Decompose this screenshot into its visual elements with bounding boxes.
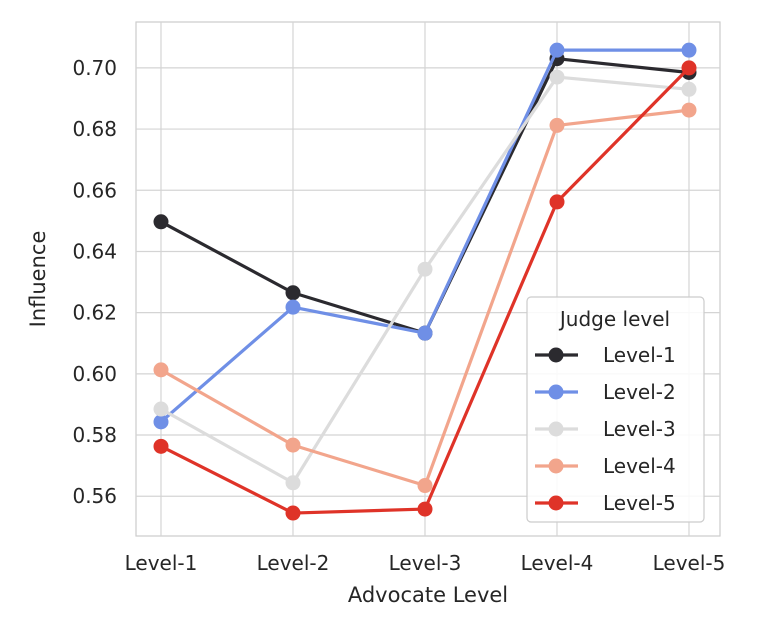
legend-entry: Level-5 [535,491,676,515]
legend-swatch-marker [548,421,564,437]
data-point [417,325,433,341]
data-point [417,501,433,517]
x-tick-label: Level-4 [521,551,594,575]
series-level-4 [153,102,697,494]
legend-label: Level-3 [603,417,676,441]
y-axis-label: Influence [26,231,50,328]
data-point [153,401,169,417]
data-point [549,69,565,85]
x-tick-label: Level-3 [389,551,462,575]
y-tick-label: 0.56 [72,484,117,508]
legend-entry: Level-1 [535,343,676,367]
data-point [417,261,433,277]
data-point [285,475,301,491]
data-point [549,42,565,58]
legend-entry: Level-3 [535,417,676,441]
y-tick-label: 0.58 [72,423,117,447]
legend-label: Level-4 [603,454,676,478]
data-point [153,214,169,230]
legend-swatch-marker [548,384,564,400]
y-tick-label: 0.62 [72,301,117,325]
legend-label: Level-2 [603,380,676,404]
data-point [153,414,169,430]
y-tick-label: 0.66 [72,178,117,202]
legend-swatch-marker [548,458,564,474]
series-layer [153,42,697,521]
data-point [549,194,565,210]
y-tick-labels: 0.56 0.58 0.60 0.62 0.64 0.66 0.68 0.70 [72,56,117,508]
legend-entry: Level-2 [535,380,676,404]
data-point [549,117,565,133]
x-tick-labels: Level-1 Level-2 Level-3 Level-4 Level-5 [125,551,726,575]
series-level-2 [153,42,697,430]
legend-label: Level-5 [603,491,676,515]
x-tick-label: Level-2 [257,551,330,575]
data-point [681,81,697,97]
legend-entries: Level-1 Level-2 Level-3 Level-4 Level-5 [535,343,676,515]
data-point [417,478,433,494]
legend: Judge level Level-1 Level-2 Level-3 Level-4… [526,296,705,523]
y-tick-label: 0.70 [72,56,117,80]
legend-swatch-marker [548,347,564,363]
legend-entry: Level-4 [535,454,676,478]
x-axis-label: Advocate Level [348,583,508,607]
y-tick-label: 0.68 [72,117,117,141]
legend-swatch-marker [548,495,564,511]
data-point [285,437,301,453]
legend-title: Judge level [558,307,670,331]
data-point [285,505,301,521]
data-point [285,299,301,315]
data-point [681,60,697,76]
data-point [153,362,169,378]
data-point [153,438,169,454]
x-tick-label: Level-1 [125,551,198,575]
legend-label: Level-1 [603,343,676,367]
x-tick-label: Level-5 [653,551,726,575]
series-level-5 [153,60,697,521]
data-point [285,285,301,301]
series-level-3 [153,69,697,491]
y-tick-label: 0.60 [72,362,117,386]
data-point [681,42,697,58]
data-point [681,102,697,118]
y-tick-label: 0.64 [72,239,117,263]
